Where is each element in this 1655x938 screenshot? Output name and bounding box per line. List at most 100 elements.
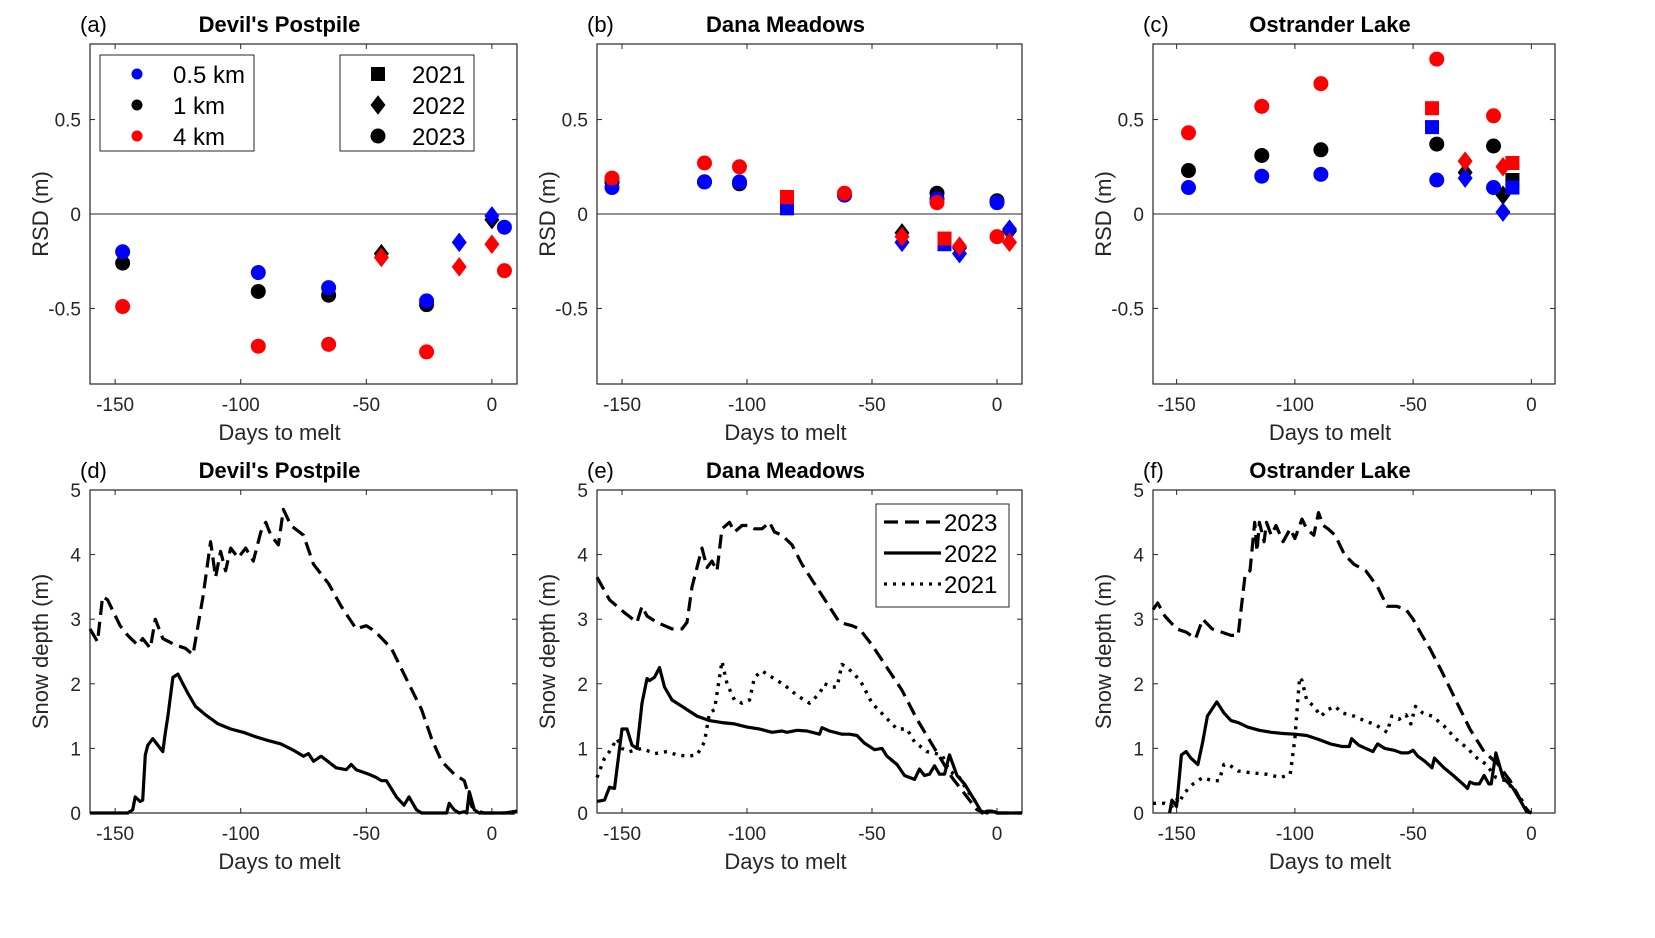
legend-resolution: 0.5 km 1 km 4 km	[99, 54, 255, 152]
panel-title: Devil's Postpile	[199, 12, 361, 37]
x-tick-label: -50	[353, 824, 380, 845]
x-tick-label: 0	[992, 824, 1003, 845]
y-tick-label: 2	[70, 675, 81, 696]
legend-marker-circle	[370, 128, 386, 144]
panel-f: -150 -100 -50 0 0 1 2 3 4 5 Days to melt Snow depth…	[1091, 458, 1556, 874]
data-point	[451, 232, 467, 253]
y-tick-label: 4	[1133, 546, 1144, 567]
x-tick-label: -100	[222, 824, 260, 845]
x-tick-label: -150	[603, 395, 641, 416]
data-point	[989, 229, 1005, 245]
panel-b: -150 -100 -50 0 -0.5 0 0.5 Days to melt RSD (m) D…	[535, 12, 1023, 445]
data-point	[1180, 125, 1196, 141]
data-point	[937, 231, 952, 246]
x-tick-label: 0	[487, 395, 498, 416]
data-point	[1002, 232, 1017, 253]
y-tick-label: -0.5	[1111, 299, 1144, 320]
panel-d: -150 -100 -50 0 0 1 2 3 4 5 Days to melt Snow depth…	[28, 458, 518, 874]
y-tick-label: 0.5	[55, 111, 81, 132]
y-tick-label: 2	[577, 675, 588, 696]
legend-marker-diamond	[370, 95, 386, 115]
y-tick-label: 5	[577, 481, 588, 502]
y-tick-label: 3	[70, 610, 81, 631]
data-point	[1457, 168, 1473, 188]
legend-marker-square	[371, 67, 385, 81]
y-tick-label: 4	[70, 546, 81, 567]
legend-label: 2021	[412, 62, 465, 89]
y-tick-label: 1	[1133, 739, 1144, 760]
data-point	[1180, 163, 1196, 179]
data-point	[115, 299, 131, 315]
x-tick-label: -100	[728, 824, 766, 845]
y-tick-label: 1	[577, 739, 588, 760]
data-point	[697, 174, 712, 190]
data-point	[496, 263, 512, 279]
panel-title: Devil's Postpile	[199, 458, 361, 483]
legend-label: 2022	[944, 541, 997, 568]
legend-label: 1 km	[173, 93, 225, 120]
x-tick-label: -150	[603, 824, 641, 845]
data-point	[1180, 180, 1196, 196]
y-tick-label: 3	[1133, 610, 1144, 631]
x-axis-label: Days to melt	[1269, 420, 1391, 445]
series-line-2022	[596, 666, 1022, 815]
data-point	[115, 244, 131, 260]
data-point	[321, 336, 337, 352]
x-tick-label: 0	[992, 395, 1003, 416]
legend-label: 2023	[944, 510, 997, 537]
data-point	[1425, 120, 1440, 135]
data-point	[250, 338, 266, 354]
panel-tag: (a)	[80, 12, 107, 37]
data-point	[484, 234, 500, 254]
data-point	[837, 185, 852, 201]
panel-title: Dana Meadows	[706, 458, 865, 483]
y-tick-label: 5	[1133, 481, 1144, 502]
legend-label: 4 km	[173, 124, 225, 151]
panel-tag: (c)	[1143, 12, 1169, 37]
series-line-2022	[90, 672, 518, 815]
data-point	[1313, 142, 1329, 158]
data-point	[1313, 76, 1329, 92]
x-axis-label: Days to melt	[724, 420, 846, 445]
y-axis-label: RSD (m)	[1091, 171, 1116, 257]
data-point	[1457, 151, 1473, 171]
data-point	[1254, 147, 1270, 163]
x-tick-label: 0	[487, 824, 498, 845]
data-point	[989, 195, 1005, 211]
data-point	[780, 201, 794, 216]
panel-c: -150 -100 -50 0 -0.5 0 0.5 Days to melt RSD (m) O…	[1091, 12, 1556, 445]
data-point	[732, 159, 747, 175]
panel-tag: (f)	[1143, 458, 1164, 483]
data-point	[451, 257, 467, 277]
y-tick-label: 0	[1133, 804, 1144, 825]
x-tick-label: -100	[1276, 395, 1314, 416]
legend-marker-circle	[131, 68, 143, 80]
x-axis-label: Days to melt	[1269, 849, 1391, 874]
axes-frame	[1152, 489, 1556, 814]
x-tick-label: -50	[858, 395, 885, 416]
legend-marker-circle	[131, 99, 143, 111]
data-point	[697, 155, 712, 171]
series-line-2022	[1168, 700, 1532, 815]
axes-frame	[596, 489, 1023, 814]
axes-frame	[89, 489, 518, 814]
x-tick-label: -50	[1399, 395, 1426, 416]
data-point	[373, 247, 389, 268]
data-point	[419, 344, 435, 360]
legend-box	[339, 54, 475, 152]
y-tick-label: 4	[577, 546, 588, 567]
y-axis-label: Snow depth (m)	[28, 574, 53, 729]
data-point	[1429, 172, 1445, 188]
panel-a: -150 -100 -50 0 -0.5 0 0.5 Days to melt RSD (m) D…	[28, 12, 518, 445]
data-point	[780, 190, 794, 204]
panel-tag: (d)	[80, 458, 107, 483]
y-tick-label: 0.5	[562, 111, 588, 132]
legend-years-lines: 2023 2022 2021	[875, 503, 1010, 608]
legend-box	[99, 54, 255, 152]
y-tick-label: -0.5	[555, 299, 588, 320]
data-point	[952, 236, 967, 256]
data-point	[1429, 136, 1445, 152]
data-point	[1486, 180, 1502, 196]
panel-title: Dana Meadows	[706, 12, 865, 37]
x-tick-label: -50	[858, 824, 885, 845]
